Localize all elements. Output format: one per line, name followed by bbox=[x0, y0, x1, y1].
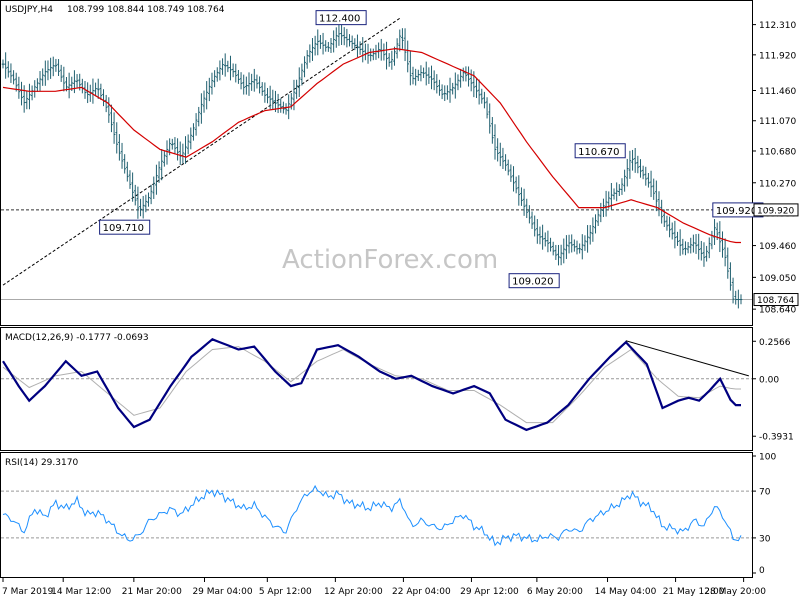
price-annotation: 109.710 bbox=[99, 219, 151, 235]
price-y-tick-label: 112.310 bbox=[759, 21, 796, 31]
annotation-box bbox=[574, 143, 626, 159]
macd-y-tick-label: 0.2566 bbox=[759, 338, 791, 348]
macd-layer bbox=[1, 338, 752, 432]
level-price-tag-box bbox=[753, 203, 799, 217]
macd-trendline-0 bbox=[625, 340, 749, 377]
price-y-tick-label: 110.680 bbox=[759, 147, 796, 157]
price-y-tick-label: 108.640 bbox=[759, 306, 796, 316]
macd-panel-frame bbox=[0, 327, 753, 451]
price-y-tick-label: 109.460 bbox=[759, 242, 796, 252]
x-tick-label: 21 Mar 20:00 bbox=[122, 587, 182, 597]
price-annotation: 110.670 bbox=[574, 143, 626, 159]
axis-layer: 112.310 111.920 111.460 111.070 110.680 110.2… bbox=[2, 21, 799, 597]
x-tick-label: 21 May 12:00 bbox=[663, 587, 725, 597]
price-y-tick-label: 111.070 bbox=[759, 117, 796, 127]
price-y-tick-label: 111.460 bbox=[759, 87, 796, 97]
rsi-y-tick-label: 70 bbox=[759, 488, 771, 498]
rsi-layer bbox=[1, 484, 752, 547]
rsi-panel-title: RSI(14) 29.3170 bbox=[5, 458, 78, 468]
price-bars bbox=[1, 23, 743, 309]
rsi-y-tick-label: 100 bbox=[759, 453, 776, 463]
x-tick-label: 29 Apr 12:00 bbox=[460, 587, 519, 597]
x-tick-label: 12 Apr 20:00 bbox=[324, 587, 383, 597]
annotation-label: 109.920 bbox=[716, 206, 757, 217]
level-price-tag: 109.920 bbox=[753, 203, 799, 217]
current-price-tag: 108.764 bbox=[753, 293, 799, 307]
annotation-label: 109.020 bbox=[512, 277, 553, 288]
x-tick-label: 14 May 04:00 bbox=[595, 587, 657, 597]
macd-y-tick-label: 0.00 bbox=[759, 375, 779, 385]
x-tick-label: 14 Mar 12:00 bbox=[51, 587, 111, 597]
annotation-label: 110.670 bbox=[578, 147, 619, 158]
annotation-box bbox=[508, 273, 560, 289]
annotation-box bbox=[99, 219, 151, 235]
x-tick-label: 5 Apr 12:00 bbox=[259, 587, 312, 597]
rsi-y-tick-label: 0 bbox=[759, 566, 765, 576]
macd-main-line bbox=[2, 338, 741, 432]
x-tick-label: 28 May 20:00 bbox=[704, 587, 766, 597]
watermark: ActionForex.com bbox=[282, 245, 498, 275]
current-price-tag-box bbox=[753, 293, 799, 307]
x-tick-label: 6 May 20:00 bbox=[527, 587, 583, 597]
annotation-label: 109.710 bbox=[103, 223, 144, 234]
macd-y-tick-label: -0.3931 bbox=[759, 433, 794, 443]
moving-average-line bbox=[2, 47, 741, 244]
price-annotation: 112.400 bbox=[315, 10, 367, 26]
x-tick-label: 7 Mar 2019 bbox=[2, 587, 54, 597]
macd-panel-title: MACD(12,26,9) -0.1777 -0.0693 bbox=[5, 333, 149, 343]
rsi-line bbox=[2, 484, 742, 547]
price-y-tick-label: 111.920 bbox=[759, 51, 796, 61]
price-ohlc-label: 108.799 108.844 108.749 108.764 bbox=[67, 5, 225, 15]
price-annotation: 109.020 bbox=[508, 273, 560, 289]
rsi-panel-frame bbox=[0, 452, 753, 578]
current-price-tag-label: 108.764 bbox=[757, 296, 794, 306]
x-tick-label: 22 Apr 04:00 bbox=[392, 587, 451, 597]
price-panel-title: USDJPY,H4 bbox=[5, 5, 53, 15]
price-layer: 112.400 109.710 110.670 109.020 109.920 bbox=[1, 10, 764, 309]
x-tick-label: 29 Mar 04:00 bbox=[192, 587, 252, 597]
annotation-label: 112.400 bbox=[319, 14, 360, 25]
price-y-tick-label: 110.270 bbox=[759, 179, 796, 189]
price-panel-frame bbox=[0, 0, 753, 326]
rsi-y-tick-label: 30 bbox=[759, 534, 771, 544]
level-price-tag-label: 109.920 bbox=[757, 206, 794, 216]
price-y-tick-label: 109.050 bbox=[759, 274, 796, 284]
annotation-box bbox=[315, 10, 367, 26]
